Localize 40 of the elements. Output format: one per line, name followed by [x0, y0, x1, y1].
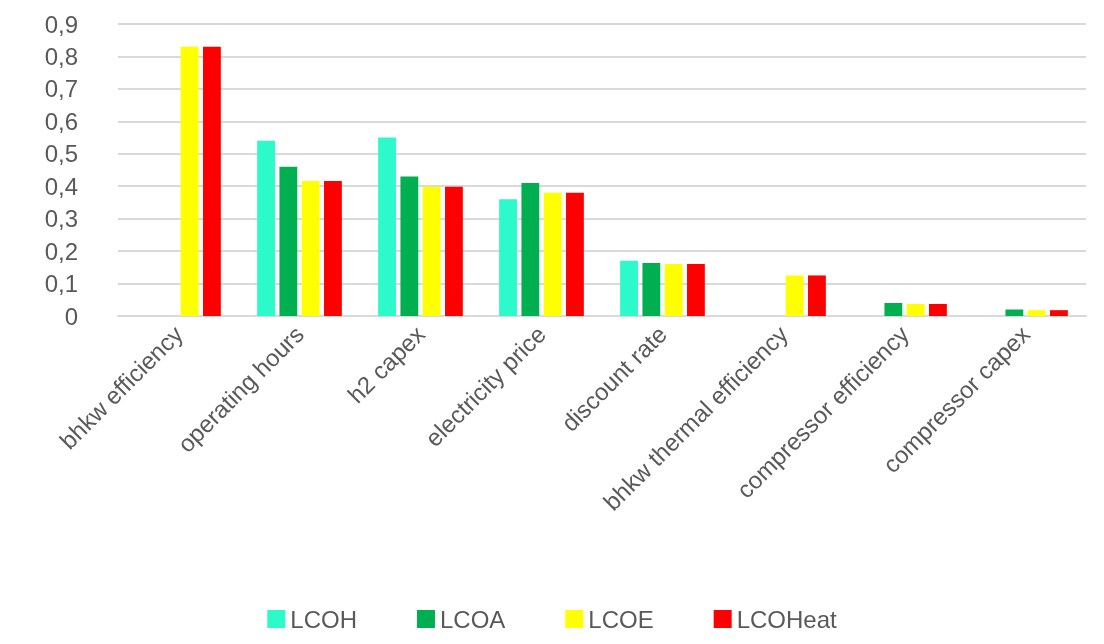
bar [499, 199, 517, 316]
y-tick-label: 0,7 [44, 75, 78, 103]
bar [301, 181, 320, 316]
bar [543, 192, 562, 316]
bar [664, 264, 683, 316]
bar [808, 275, 826, 316]
bar [521, 182, 540, 316]
bar [929, 304, 947, 316]
bar [445, 186, 463, 316]
y-tick-label: 0,6 [44, 107, 78, 135]
bar [687, 264, 705, 316]
legend-label: LCOA [439, 605, 506, 633]
bar [279, 166, 298, 316]
bar [785, 275, 804, 316]
bar [400, 176, 419, 316]
y-tick-label: 0 [64, 302, 78, 330]
y-tick-label: 0,3 [44, 205, 78, 233]
bar [378, 137, 396, 316]
y-tick-label: 0,1 [44, 270, 78, 298]
bar [1050, 310, 1068, 316]
bar [257, 140, 275, 316]
y-tick-label: 0,5 [44, 140, 78, 168]
y-tick-label: 0,9 [44, 10, 78, 38]
y-tick-label: 0,2 [44, 237, 78, 265]
bar [203, 46, 221, 316]
bar [884, 303, 903, 316]
bar [422, 186, 441, 316]
legend-label: LCOH [290, 605, 357, 633]
bar [642, 263, 661, 316]
bar [180, 46, 199, 316]
bar [906, 304, 925, 316]
y-tick-label: 0,4 [44, 172, 78, 200]
y-tick-label: 0,8 [44, 42, 78, 70]
bar [1027, 310, 1046, 316]
bar [1005, 309, 1024, 316]
legend-label: LCOE [588, 605, 654, 633]
bar [324, 181, 342, 316]
bar [620, 260, 638, 316]
legend-label: LCOHeat [736, 605, 838, 633]
bar [566, 192, 584, 316]
